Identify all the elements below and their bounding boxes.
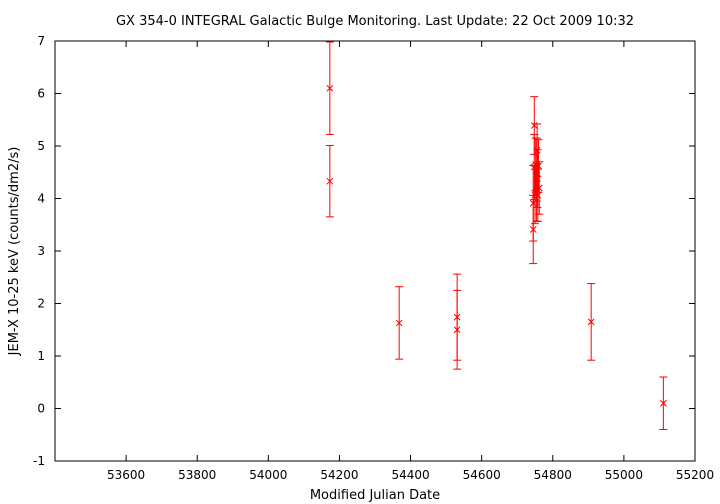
y-axis: -1 0 1 2 3 4 5 6 7 xyxy=(33,34,695,468)
point-marker xyxy=(326,177,334,185)
point-marker xyxy=(395,319,403,327)
x-tick-label: 55000 xyxy=(605,468,643,482)
y-tick-label: 5 xyxy=(37,139,45,153)
point-marker xyxy=(535,162,542,170)
data-point xyxy=(395,286,404,360)
x-tick-label: 54000 xyxy=(249,468,287,482)
data-point xyxy=(534,139,543,193)
y-tick-label: -1 xyxy=(33,454,45,468)
chart-title: GX 354-0 INTEGRAL Galactic Bulge Monitor… xyxy=(116,14,634,29)
data-point xyxy=(659,376,668,430)
x-tick-label: 54200 xyxy=(320,468,358,482)
x-tick-label: 53600 xyxy=(107,468,145,482)
y-tick-label: 7 xyxy=(37,34,45,48)
x-axis: 53600 53800 54000 54200 54400 54600 54800 55000… xyxy=(107,41,714,482)
plot-frame xyxy=(54,40,696,462)
data-series xyxy=(325,41,668,430)
data-point xyxy=(535,161,544,215)
data-point xyxy=(533,168,542,223)
x-tick-label: 54600 xyxy=(463,468,501,482)
y-tick-label: 0 xyxy=(37,402,45,416)
x-tick-label: 53800 xyxy=(178,468,216,482)
point-marker xyxy=(326,84,334,92)
data-point xyxy=(453,289,462,370)
data-point xyxy=(325,41,334,135)
x-axis-label: Modified Julian Date xyxy=(310,488,440,503)
x-tick-label: 54400 xyxy=(391,468,429,482)
point-marker xyxy=(453,326,461,334)
y-tick-label: 1 xyxy=(37,349,45,363)
point-marker xyxy=(660,399,667,407)
point-marker xyxy=(535,184,543,192)
data-point xyxy=(587,283,596,361)
y-axis-label: JEM-X 10-25 keV (counts/dm2/s) xyxy=(7,147,22,357)
y-tick-label: 2 xyxy=(37,297,45,311)
point-marker xyxy=(534,191,542,199)
y-tick-label: 6 xyxy=(37,87,45,101)
y-tick-label: 3 xyxy=(37,244,45,258)
data-point xyxy=(325,144,334,218)
x-tick-label: 55200 xyxy=(676,468,714,482)
point-marker xyxy=(587,318,595,326)
x-tick-label: 54800 xyxy=(534,468,572,482)
y-tick-label: 4 xyxy=(37,192,45,206)
